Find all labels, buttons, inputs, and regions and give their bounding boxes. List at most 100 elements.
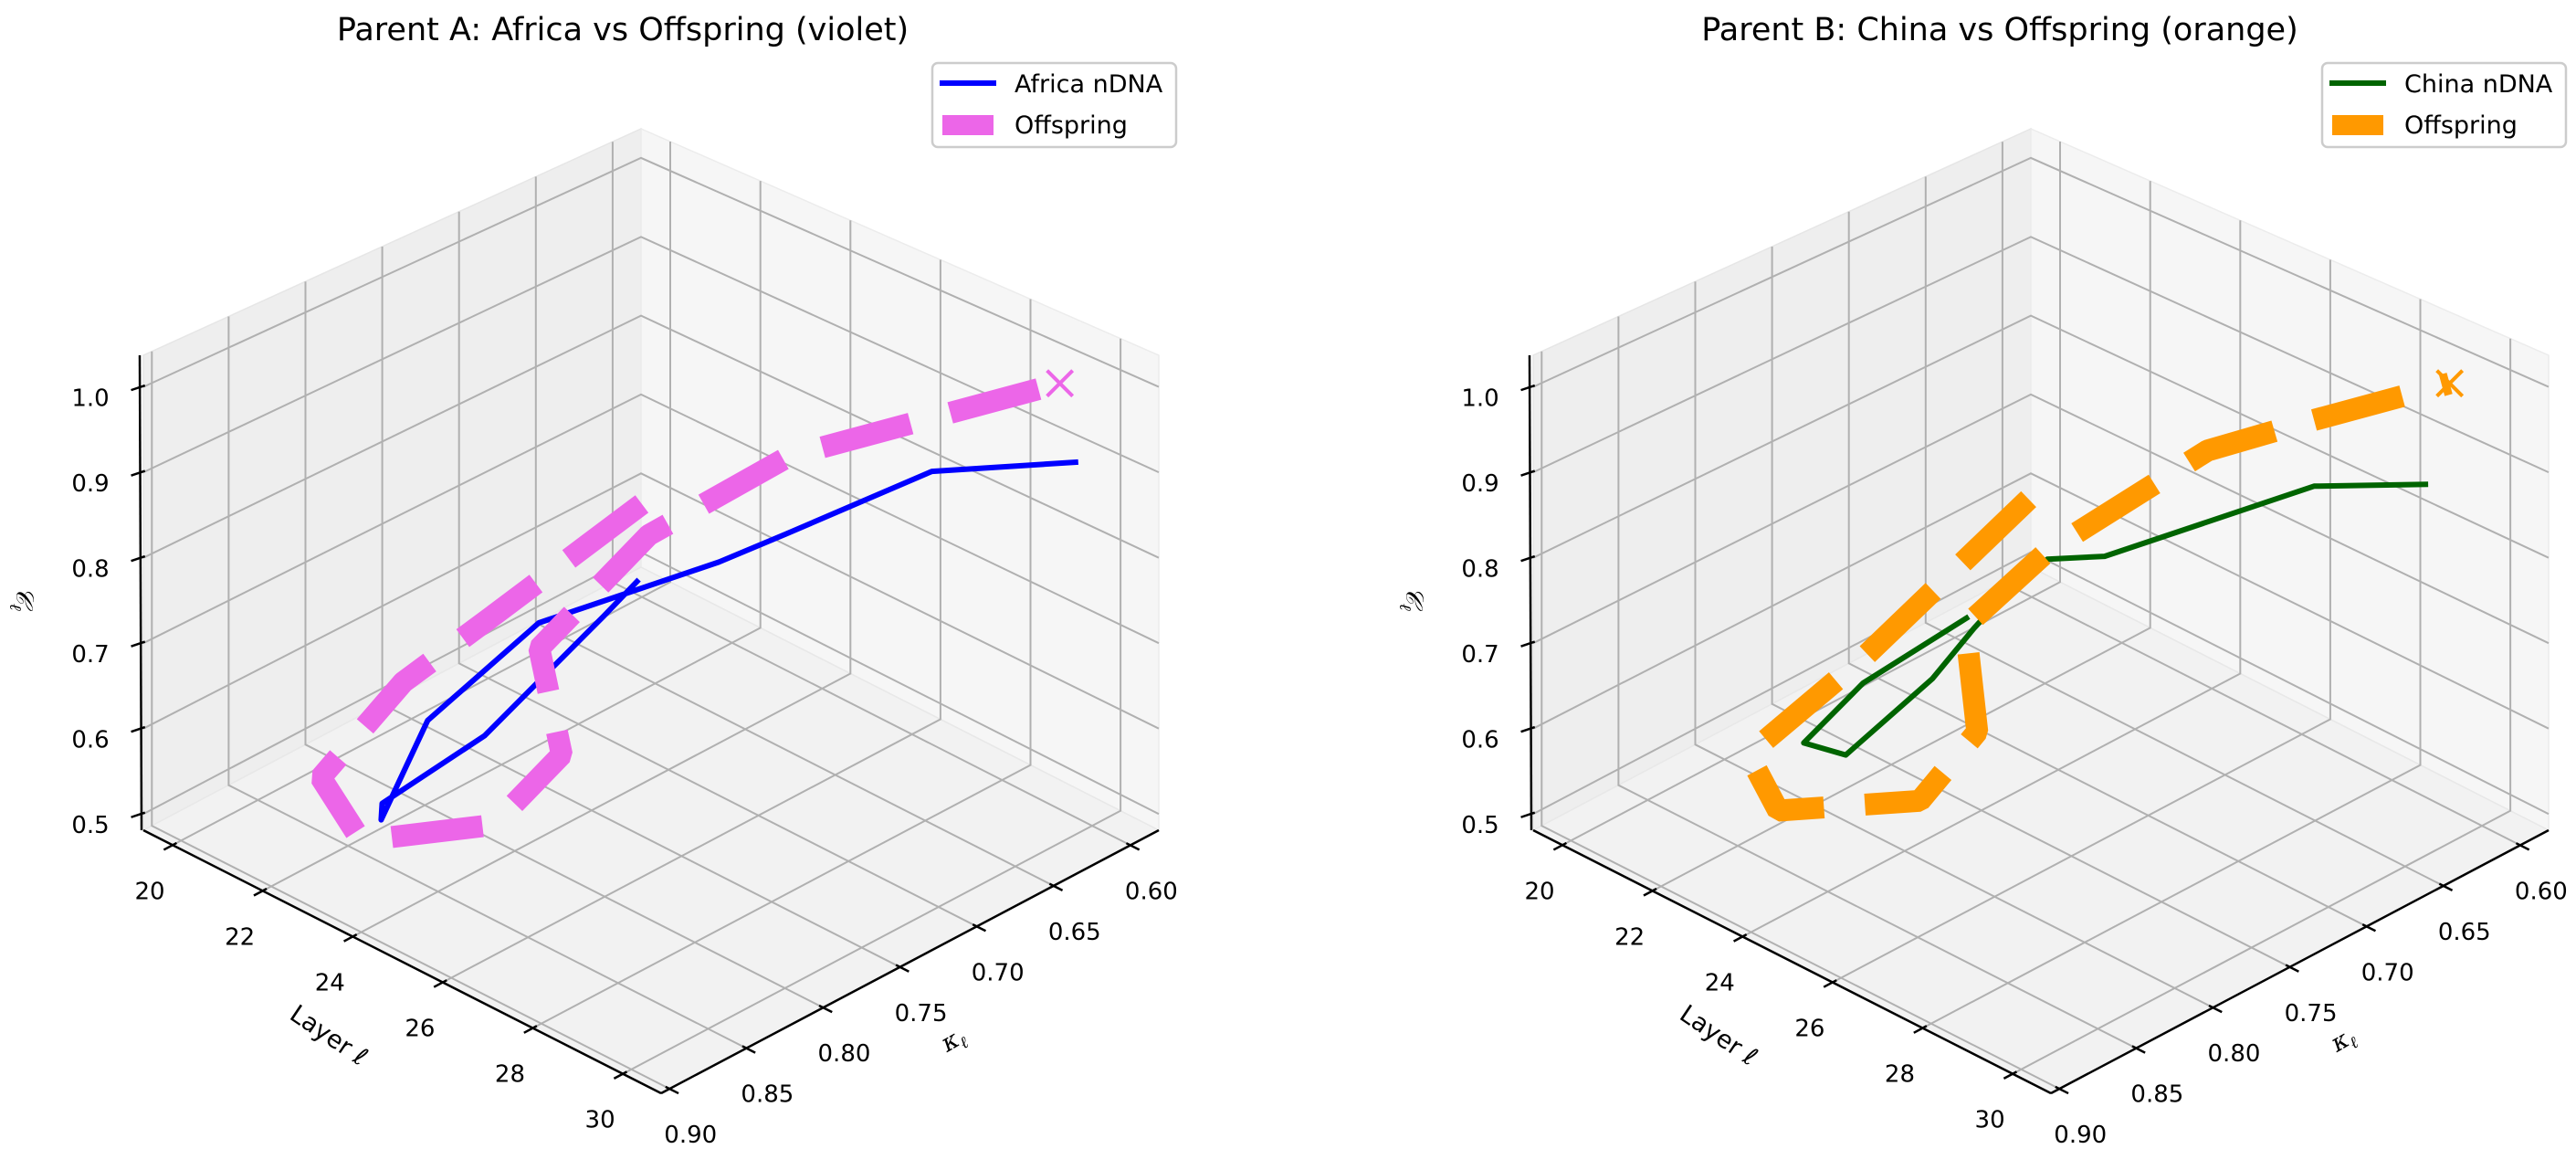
layer-tick-mark bbox=[613, 1070, 628, 1080]
x-marker-stroke bbox=[1046, 369, 1075, 398]
layer-tick-label: 22 bbox=[225, 923, 255, 951]
kappa-tick-mark bbox=[2055, 1085, 2069, 1095]
gridline-z bbox=[1532, 314, 2550, 559]
z-tick-label: 1.0 bbox=[71, 385, 109, 413]
layer-tick-mark bbox=[2003, 1070, 2018, 1080]
gridline-z bbox=[142, 393, 1160, 645]
z-axis-line bbox=[1528, 354, 1533, 831]
layer-tick-mark bbox=[342, 933, 358, 943]
x-marker-stroke bbox=[2435, 369, 2465, 398]
layer-axis-label: Layer ℓ bbox=[285, 1000, 373, 1072]
z-tick-label: 0.6 bbox=[1461, 727, 1498, 754]
z-axis-line bbox=[138, 354, 143, 831]
kappa-tick-label: 0.85 bbox=[741, 1081, 794, 1109]
z-tick-label: 0.5 bbox=[71, 812, 109, 839]
z-tick-label: 0.9 bbox=[71, 470, 109, 498]
kappa-tick-mark bbox=[2208, 1004, 2223, 1014]
gridline-z bbox=[1532, 156, 2550, 388]
kappa-tick-mark bbox=[2361, 922, 2377, 933]
kappa-tick-mark bbox=[972, 922, 987, 933]
gridline-layer bbox=[1922, 299, 2422, 1029]
series-group bbox=[1739, 369, 2465, 822]
legend-swatch-offspring bbox=[942, 115, 994, 135]
gridline-kappa bbox=[1617, 316, 2137, 1049]
gridline-kappa bbox=[1771, 247, 2291, 968]
c-subscript: ℓ bbox=[1395, 603, 1415, 612]
layer-tick-label: 24 bbox=[315, 969, 345, 996]
chart-title: Parent B: China vs Offspring (orange) bbox=[1701, 12, 2298, 48]
legend: Africa nDNA Offspring bbox=[931, 61, 1178, 149]
layer-tick-label: 24 bbox=[1705, 969, 1735, 996]
z-tick-mark bbox=[131, 725, 146, 733]
kappa-tick-mark bbox=[2438, 882, 2454, 891]
kappa-tick-mark bbox=[895, 964, 909, 973]
layer-tick-mark bbox=[163, 841, 178, 851]
z-tick-label: 0.9 bbox=[1461, 470, 1498, 498]
kappa-axis-label: κℓ bbox=[2325, 1022, 2362, 1062]
end-x-marker bbox=[2435, 369, 2465, 398]
z-tick-label: 0.7 bbox=[71, 641, 109, 669]
panes bbox=[1531, 127, 2550, 1094]
gridline-z bbox=[1532, 472, 2550, 730]
panes bbox=[142, 127, 1161, 1094]
z-tick-mark bbox=[131, 811, 146, 818]
kappa-tick-label: 0.80 bbox=[818, 1040, 871, 1068]
z-tick-label: 0.8 bbox=[71, 556, 109, 584]
gridline-kappa bbox=[1694, 281, 2213, 1009]
layer-tick-mark bbox=[523, 1025, 538, 1034]
z-tick-mark bbox=[1520, 811, 1536, 818]
gridline-kappa bbox=[227, 316, 747, 1049]
z-tick-mark bbox=[1520, 469, 1536, 477]
layer-tick-mark bbox=[1643, 887, 1657, 897]
gridline-z bbox=[142, 472, 1160, 730]
gridline-layer bbox=[2012, 338, 2512, 1075]
gridline-kappa bbox=[304, 281, 824, 1009]
layer-tick-label: 30 bbox=[585, 1107, 615, 1134]
legend-label: Africa nDNA bbox=[1015, 70, 1163, 99]
legend-label: Offspring bbox=[2404, 111, 2518, 140]
kappa-tick-mark bbox=[741, 1045, 756, 1054]
z-tick-mark bbox=[131, 384, 146, 392]
z-tick-label: 0.8 bbox=[1461, 556, 1498, 584]
gridline-layer bbox=[262, 181, 762, 892]
kappa-tick-label: 0.70 bbox=[972, 959, 1025, 986]
kappa-tick-label: 0.60 bbox=[2515, 878, 2568, 905]
kappa-tick-mark bbox=[2131, 1045, 2146, 1054]
kappa-tick-label: 0.90 bbox=[664, 1122, 717, 1149]
kappa-tick-label: 0.75 bbox=[2285, 1000, 2338, 1028]
z-tick-mark bbox=[131, 640, 146, 648]
gridline-kappa bbox=[457, 211, 978, 928]
kappa-tick-mark bbox=[818, 1004, 833, 1014]
layer-tick-label: 30 bbox=[1975, 1107, 2005, 1134]
gridline-z bbox=[142, 156, 1160, 388]
z-tick-mark bbox=[1520, 725, 1536, 733]
kappa-tick-label: 0.90 bbox=[2054, 1122, 2107, 1149]
gridline-layer bbox=[442, 259, 941, 984]
z-tick-label: 0.7 bbox=[1461, 641, 1498, 669]
panel-parent-b: 2022242628300.600.650.700.750.800.850.90… bbox=[1395, 12, 2568, 1149]
z-tick-mark bbox=[1520, 640, 1536, 648]
kappa-tick-label: 0.60 bbox=[1125, 878, 1178, 905]
axes bbox=[1528, 354, 2550, 1095]
z-axis-label: 𝒞ℓ bbox=[5, 585, 39, 613]
z-tick-label: 1.0 bbox=[1461, 385, 1498, 413]
kappa-tick-mark bbox=[2285, 964, 2299, 973]
layer-tick-label: 28 bbox=[1885, 1061, 1915, 1089]
kappa-tick-mark bbox=[2515, 842, 2530, 851]
gridline-layer bbox=[352, 220, 852, 938]
z-tick-label: 0.6 bbox=[71, 727, 109, 754]
kappa-axis-label: κℓ bbox=[935, 1022, 973, 1062]
z-tick-mark bbox=[131, 469, 146, 477]
gridline-layer bbox=[622, 338, 1122, 1075]
layer-tick-label: 20 bbox=[1525, 878, 1555, 905]
kappa-tick-label: 0.80 bbox=[2208, 1040, 2261, 1068]
kappa-tick-mark bbox=[1048, 882, 1064, 891]
panel-parent-a: 2022242628300.600.650.700.750.800.850.90… bbox=[5, 12, 1178, 1149]
gridline-layer bbox=[532, 299, 1032, 1029]
layer-tick-label: 20 bbox=[135, 878, 165, 905]
c-subscript: ℓ bbox=[5, 603, 26, 612]
kappa-axis-line bbox=[2050, 828, 2550, 1095]
series-group bbox=[311, 369, 1078, 852]
layer-tick-mark bbox=[1823, 979, 1837, 988]
